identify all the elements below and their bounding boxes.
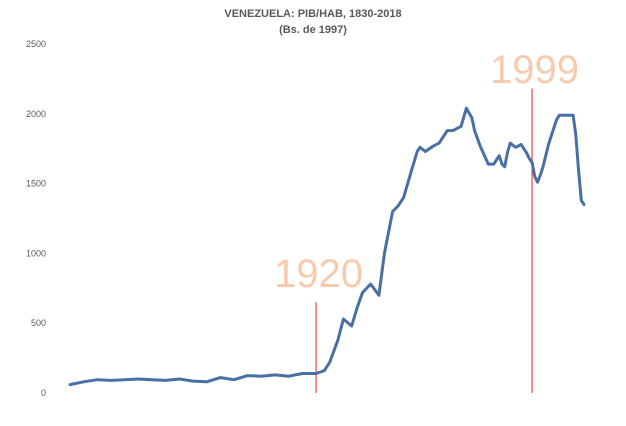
- y-axis-ticks: 0 500 1000 1500 2000 2500: [26, 39, 46, 398]
- y-tick-label: 2000: [26, 109, 46, 119]
- y-tick-label: 2500: [26, 39, 46, 49]
- chart-subtitle: (Bs. de 1997): [279, 24, 347, 36]
- marker-label-1999: 1999: [490, 48, 579, 92]
- marker-label-1920: 1920: [274, 252, 363, 296]
- y-tick-label: 0: [41, 388, 46, 398]
- y-tick-label: 500: [31, 318, 46, 328]
- chart-title: VENEZUELA: PIB/HAB, 1830-2018: [224, 8, 401, 20]
- y-tick-label: 1500: [26, 179, 46, 189]
- year-markers: 1920 1999: [274, 48, 579, 393]
- series-line-0: [68, 106, 586, 387]
- y-tick-label: 1000: [26, 248, 46, 258]
- series-group: [68, 106, 586, 387]
